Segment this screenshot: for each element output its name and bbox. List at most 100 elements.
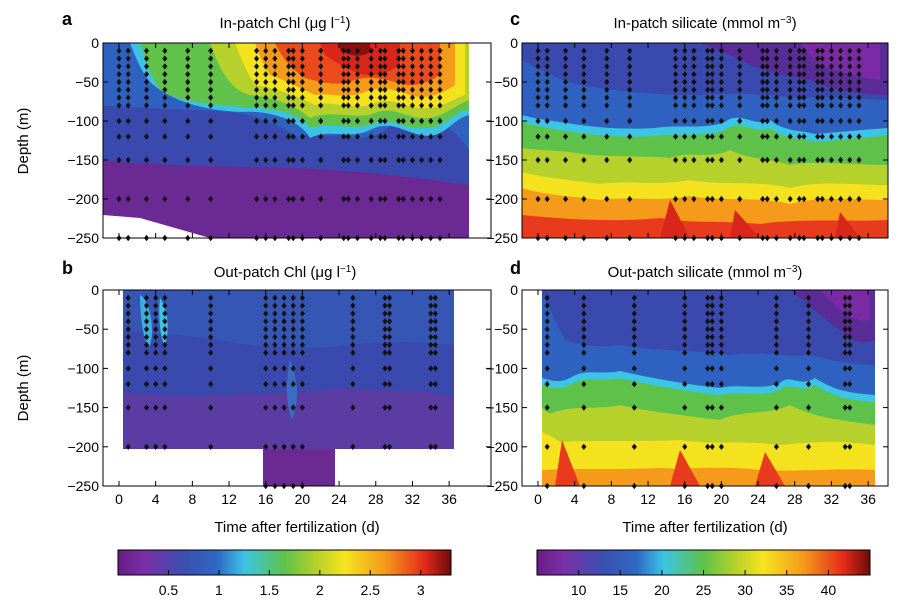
station-marker: [272, 195, 278, 203]
station-marker: [432, 310, 438, 317]
station-marker: [263, 78, 269, 86]
station-marker: [286, 47, 292, 54]
station-marker: [627, 156, 633, 164]
station-marker: [354, 71, 360, 78]
colorbar-tick-label: 0.5: [159, 582, 179, 598]
station-marker: [428, 349, 434, 356]
station-marker: [819, 55, 825, 62]
station-marker: [856, 78, 862, 86]
station-marker: [764, 55, 770, 62]
station-marker: [805, 349, 812, 356]
station-marker: [428, 380, 434, 388]
station-marker: [354, 78, 360, 86]
station-marker: [847, 195, 853, 203]
station-marker: [318, 71, 324, 78]
station-marker: [805, 341, 812, 349]
station-marker: [290, 302, 296, 309]
station-marker: [263, 195, 269, 203]
station-marker: [847, 318, 853, 325]
station-marker: [116, 133, 122, 140]
x-tick-label: 0: [534, 491, 542, 507]
station-marker: [345, 117, 351, 125]
station-marker: [672, 78, 679, 86]
station-marker: [535, 55, 541, 62]
station-marker: [281, 310, 287, 317]
colorbar-tick-label: 2: [316, 582, 324, 598]
station-marker: [272, 404, 278, 411]
station-marker: [709, 380, 715, 388]
station-marker: [773, 94, 779, 101]
station-marker: [208, 443, 214, 450]
station-marker: [400, 86, 406, 93]
station-marker: [290, 78, 296, 86]
panel-a-in-patch-chl: a In-patch Chl (μg l−1) 0 −50 −100 −150 −200…: [15, 9, 492, 246]
station-marker: [263, 117, 269, 125]
station-marker: [382, 94, 388, 101]
station-marker: [544, 102, 550, 109]
station-marker: [838, 195, 844, 203]
station-marker: [208, 302, 214, 309]
panel-b-y-axis: 0 −50 −100 −150 −200 −250: [67, 282, 491, 494]
station-marker: [682, 156, 688, 164]
station-marker: [787, 55, 793, 62]
station-marker: [409, 117, 415, 125]
station-marker: [253, 71, 260, 78]
station-marker: [281, 349, 287, 356]
station-marker: [819, 102, 825, 109]
station-marker: [153, 404, 159, 411]
station-marker: [263, 133, 269, 140]
station-marker: [208, 404, 214, 411]
station-marker: [208, 195, 214, 203]
station-marker: [604, 86, 610, 93]
station-marker: [787, 133, 793, 140]
station-marker: [299, 302, 305, 309]
station-marker: [581, 63, 587, 70]
station-marker: [318, 86, 324, 93]
station-marker: [341, 102, 347, 109]
station-marker: [544, 294, 550, 302]
station-marker: [773, 326, 779, 333]
station-marker: [208, 102, 214, 109]
panel-d-stations: [544, 294, 853, 490]
station-marker: [428, 71, 434, 78]
station-marker: [773, 86, 779, 93]
station-marker: [116, 156, 122, 164]
station-marker: [437, 102, 443, 109]
station-marker: [263, 63, 269, 70]
station-marker: [847, 310, 853, 317]
station-marker: [143, 404, 150, 411]
station-marker: [162, 133, 168, 140]
station-marker: [718, 302, 724, 309]
station-marker: [143, 310, 150, 317]
station-marker: [535, 156, 541, 164]
station-marker: [299, 63, 305, 70]
station-marker: [709, 71, 715, 78]
station-marker: [544, 341, 550, 349]
station-marker: [682, 310, 688, 317]
station-marker: [737, 94, 743, 101]
station-marker: [396, 117, 402, 125]
station-marker: [290, 443, 296, 450]
station-marker: [125, 443, 131, 450]
station-marker: [544, 318, 550, 325]
station-marker: [290, 86, 296, 93]
station-marker: [208, 86, 214, 93]
station-marker: [796, 47, 802, 54]
station-marker: [299, 55, 305, 62]
station-marker: [341, 86, 347, 93]
x-tick-label: 8: [607, 491, 615, 507]
station-marker: [143, 333, 150, 341]
station-marker: [318, 63, 324, 70]
station-marker: [208, 380, 214, 388]
station-marker: [705, 318, 711, 325]
station-marker: [143, 78, 150, 86]
colorbar-tick-label: 15: [612, 582, 628, 598]
panel-c-in-patch-silicate: c In-patch silicate (mmol m−3) 0 −50 −100 −…: [486, 9, 889, 246]
station-marker: [773, 302, 779, 309]
station-marker: [581, 443, 587, 450]
panel-letter-b: b: [62, 258, 73, 278]
colorbar-tick-label: 1.5: [260, 582, 280, 598]
station-marker: [162, 71, 168, 78]
station-marker: [805, 294, 812, 302]
station-marker: [737, 55, 743, 62]
